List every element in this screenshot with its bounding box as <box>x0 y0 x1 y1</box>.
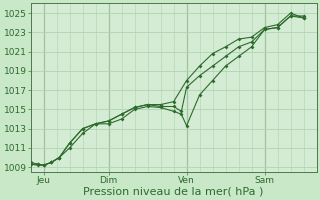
X-axis label: Pression niveau de la mer( hPa ): Pression niveau de la mer( hPa ) <box>84 187 264 197</box>
